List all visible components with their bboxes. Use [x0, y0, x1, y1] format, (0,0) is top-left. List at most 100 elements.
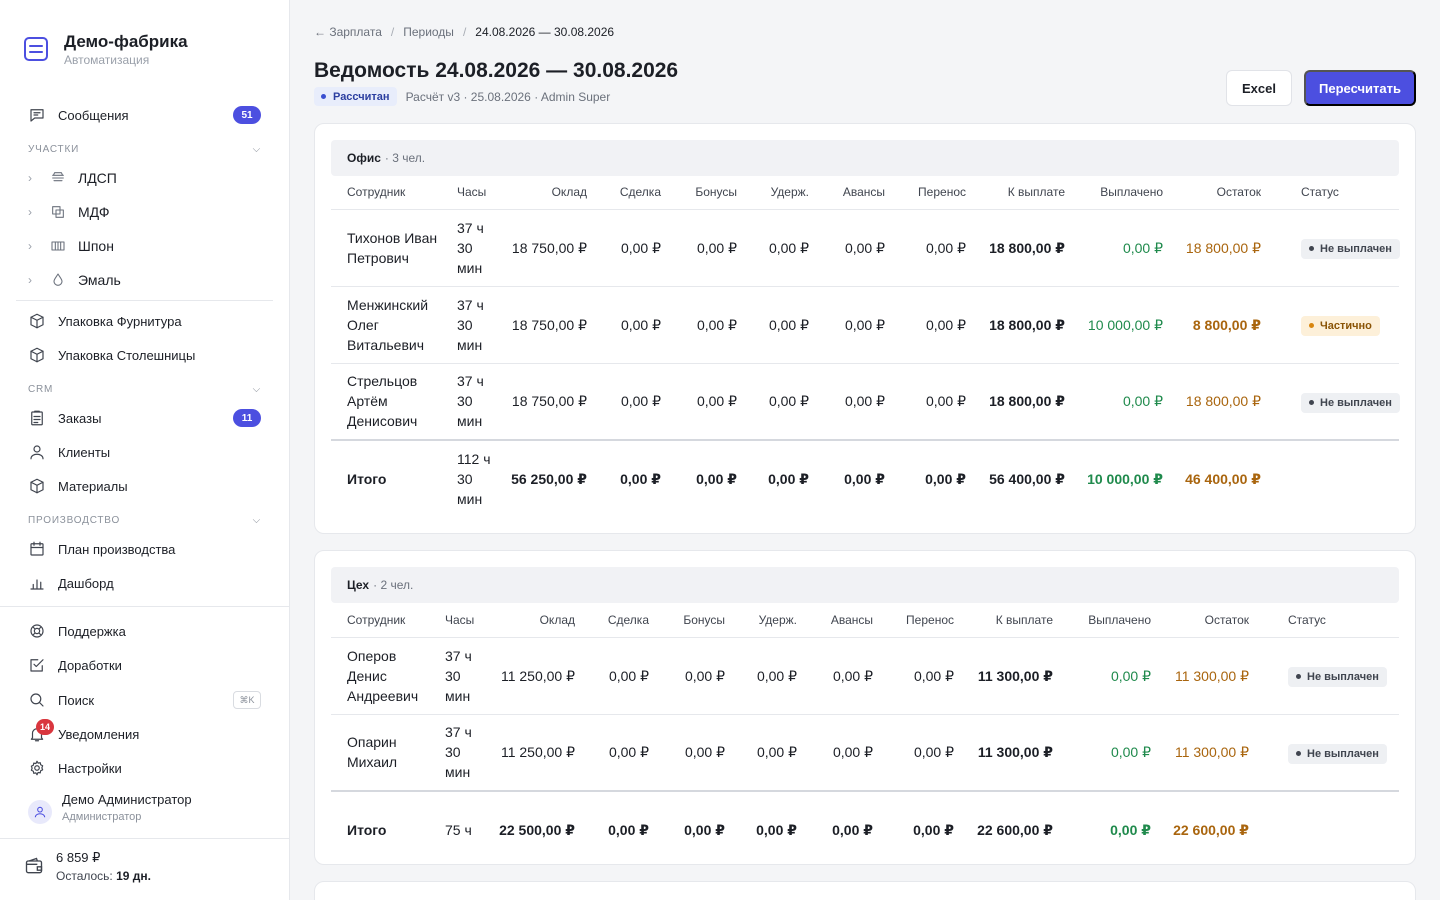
rest-cell: 11 300,00 ₽	[1159, 637, 1257, 715]
column-header[interactable]: Выплачено	[1073, 176, 1171, 210]
table-row[interactable]: Опарин Михаил 37 ч 30 мин 11 250,00 ₽ 0,…	[331, 714, 1399, 792]
employee-name[interactable]: Стрельцов Артём Денисович	[331, 363, 449, 441]
messages-count-badge: 51	[233, 106, 261, 124]
column-header[interactable]: Остаток	[1159, 604, 1257, 638]
column-header[interactable]: Оклад	[489, 604, 583, 638]
hold-cell: 0,00 ₽	[745, 286, 817, 364]
status-cell: Не выплачен	[1257, 637, 1399, 715]
column-header[interactable]: Бонусы	[669, 176, 745, 210]
sidebar-item-enamel[interactable]: › Эмаль	[28, 265, 261, 295]
table-row[interactable]: Оперов Денис Андреевич 37 ч 30 мин 11 25…	[331, 637, 1399, 715]
wallet-balance[interactable]: 6 859 ₽ Осталось: 19 дн.	[24, 850, 151, 883]
sidebar-item-improvements[interactable]: Доработки	[28, 650, 261, 680]
sidebar-item-label: Настройки	[58, 760, 122, 776]
table-row[interactable]: Менжинский Олег Витальевич 37 ч 30 мин 1…	[331, 286, 1399, 364]
employee-name[interactable]: Менжинский Олег Витальевич	[331, 286, 449, 364]
total-bonus: 0,00 ₽	[669, 439, 745, 517]
sidebar-item-mdf[interactable]: › МДФ	[28, 197, 261, 227]
transfer-cell: 0,00 ₽	[893, 363, 974, 441]
column-header[interactable]: Авансы	[805, 604, 881, 638]
column-header[interactable]: Бонусы	[657, 604, 733, 638]
export-excel-button[interactable]: Excel	[1226, 70, 1292, 106]
chevron-right-icon[interactable]: ›	[28, 171, 32, 185]
sidebar-item-production-plan[interactable]: План производства	[28, 534, 261, 564]
sidebar-item-label: Упаковка Фурнитура	[58, 313, 182, 329]
chevron-right-icon[interactable]: ›	[28, 273, 32, 287]
bonus-cell: 0,00 ₽	[669, 286, 745, 364]
column-header[interactable]: Перенос	[881, 604, 962, 638]
sidebar-item-clients[interactable]: Клиенты	[28, 437, 261, 467]
total-salary: 22 500,00 ₽	[489, 790, 583, 868]
sidebar-item-label: Доработки	[58, 657, 122, 673]
employee-name[interactable]: Тихонов Иван Петрович	[331, 209, 449, 287]
chevron-down-icon: ⌵	[252, 384, 261, 395]
column-header[interactable]: Перенос	[893, 176, 974, 210]
column-header[interactable]: Сотрудник	[331, 176, 449, 210]
transfer-cell: 0,00 ₽	[881, 714, 962, 792]
total-paid: 0,00 ₽	[1061, 790, 1159, 868]
wallet-remaining: Осталось: 19 дн.	[56, 869, 151, 883]
bell-icon: 14	[28, 719, 54, 743]
sidebar-item-ldsp[interactable]: › ЛДСП	[28, 163, 261, 193]
box-icon	[28, 346, 46, 364]
table-total-row: Итого 112 ч 30 мин 56 250,00 ₽ 0,00 ₽ 0,…	[331, 439, 1399, 517]
status-badge: Не выплачен	[1288, 666, 1387, 687]
column-header[interactable]: Часы	[437, 604, 489, 638]
table-row[interactable]: Тихонов Иван Петрович 37 ч 30 мин 18 750…	[331, 209, 1400, 287]
payable-cell: 11 300,00 ₽	[962, 714, 1061, 792]
column-header[interactable]: Сделка	[583, 604, 657, 638]
column-header[interactable]: Оклад	[501, 176, 595, 210]
sheet-meta: Рассчитан Расчёт v3 · 25.08.2026 · Admin…	[314, 87, 610, 106]
payroll-table: Сотрудник Часы Оклад Сделка Бонусы Удерж…	[331, 604, 1399, 868]
column-header[interactable]: Удерж.	[733, 604, 805, 638]
sidebar-item-orders[interactable]: Заказы 11	[28, 403, 261, 433]
chevron-right-icon[interactable]: ›	[28, 205, 32, 219]
column-header[interactable]: Авансы	[817, 176, 893, 210]
sidebar-item-pack-fittings[interactable]: Упаковка Фурнитура	[28, 306, 261, 336]
employee-name[interactable]: Оперов Денис Андреевич	[331, 637, 437, 715]
section-sites-toggle[interactable]: Участки ⌵	[28, 144, 261, 155]
sidebar-item-dashboard[interactable]: Дашборд	[28, 568, 261, 598]
column-header[interactable]: Остаток	[1171, 176, 1269, 210]
section-label: Участки	[28, 144, 80, 155]
breadcrumb: ← Зарплата / Периоды / 24.08.2026 — 30.0…	[314, 25, 614, 39]
section-crm-toggle[interactable]: CRM ⌵	[28, 384, 261, 395]
recalculate-button[interactable]: Пересчитать	[1304, 70, 1416, 106]
sidebar-item-label: Заказы	[58, 410, 102, 426]
breadcrumb-back-link[interactable]: ← Зарплата	[314, 25, 382, 39]
column-header[interactable]: Выплачено	[1061, 604, 1159, 638]
chevron-right-icon[interactable]: ›	[28, 239, 32, 253]
column-header[interactable]: К выплате	[974, 176, 1073, 210]
sidebar-item-support[interactable]: Поддержка	[28, 616, 261, 646]
table-row[interactable]: Стрельцов Артём Денисович 37 ч 30 мин 18…	[331, 363, 1400, 441]
column-header[interactable]: Сделка	[595, 176, 669, 210]
sidebar: Демо-фабрика Автоматизация Сообщения 51 …	[0, 0, 290, 900]
sidebar-item-messages[interactable]: Сообщения 51	[28, 100, 261, 130]
column-header[interactable]: Удерж.	[745, 176, 817, 210]
brand-title: Демо-фабрика	[64, 32, 188, 51]
sidebar-item-search[interactable]: Поиск ⌘K	[28, 685, 261, 715]
brand[interactable]: Демо-фабрика Автоматизация	[24, 32, 188, 67]
sidebar-item-materials[interactable]: Материалы	[28, 471, 261, 501]
breadcrumb-current: 24.08.2026 — 30.08.2026	[475, 25, 615, 39]
sidebar-item-veneer[interactable]: › Шпон	[28, 231, 261, 261]
column-header[interactable]: Часы	[449, 176, 501, 210]
group-header: Офис · 3 чел.	[331, 140, 1399, 176]
user-profile[interactable]: Демо Администратор Администратор	[28, 792, 192, 824]
column-header[interactable]: Статус	[1269, 176, 1399, 210]
sidebar-divider	[0, 838, 289, 839]
sidebar-item-pack-tops[interactable]: Упаковка Столешницы	[28, 340, 261, 370]
status-dot	[1309, 400, 1314, 405]
sidebar-item-notifications[interactable]: 14 Уведомления	[28, 719, 261, 749]
column-header[interactable]: Статус	[1257, 604, 1399, 638]
total-hold: 0,00 ₽	[733, 790, 805, 868]
breadcrumb-periods-link[interactable]: Периоды	[403, 25, 454, 39]
bonus-cell: 0,00 ₽	[657, 637, 733, 715]
employee-name[interactable]: Опарин Михаил	[331, 714, 437, 792]
group-count: · 2 чел.	[373, 578, 414, 592]
column-header[interactable]: К выплате	[962, 604, 1061, 638]
sidebar-item-settings[interactable]: Настройки	[28, 753, 261, 783]
status-badge: Частично	[1301, 315, 1380, 336]
column-header[interactable]: Сотрудник	[331, 604, 437, 638]
section-production-toggle[interactable]: Производство ⌵	[28, 515, 261, 526]
